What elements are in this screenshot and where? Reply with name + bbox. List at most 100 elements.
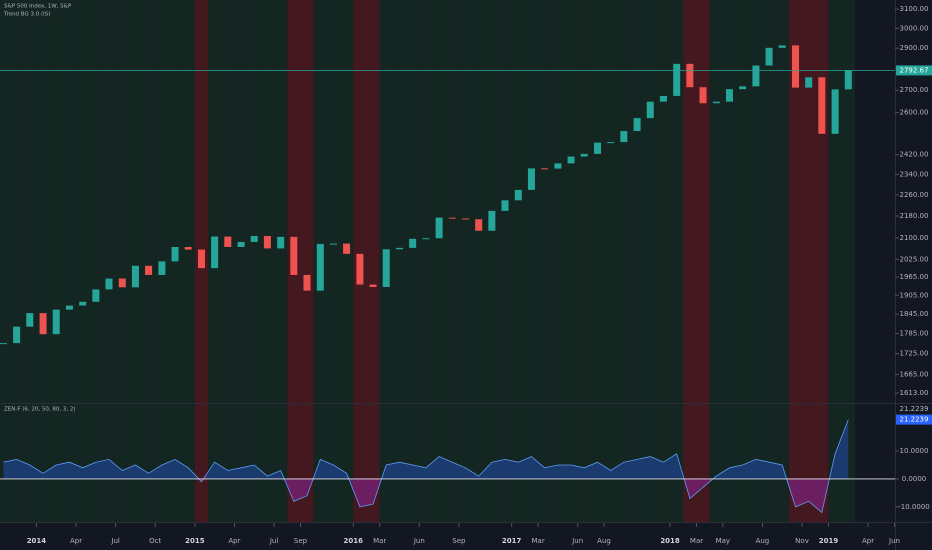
x-tick-label: Apr [70,537,82,545]
x-tick-label: Jun [413,537,425,545]
y-tick-label: 1905.00 [900,291,929,299]
candle [92,289,100,302]
trend-band [670,0,684,522]
candle [554,163,562,169]
candle [343,243,351,254]
trend-band [656,0,670,522]
candle [673,63,681,96]
y-tick-label: 2260.00 [900,191,929,199]
candle [316,243,324,291]
candle [659,95,667,102]
trend-band [577,0,591,522]
y-tick-label: -10.0000 [898,503,929,511]
y-tick-label: 1725.00 [900,350,929,358]
candle [197,249,205,269]
candle [329,243,337,245]
trend-band [458,0,472,522]
oscillator-title: ZEN-F (6, 20, 50, 80, 3, 2) [4,407,76,413]
trend-band [524,0,539,522]
trend-band [696,0,710,522]
candle [65,305,73,310]
trend-band [23,0,37,522]
candle [356,253,364,285]
candle [26,313,34,327]
last-price-label: 2792.67 [900,66,929,74]
last-value-box-label: 21.2239 [900,416,929,424]
trend-band [472,0,486,522]
y-tick-label: 2700.00 [900,86,929,94]
x-tick-label: Sep [452,537,466,545]
x-tick-label: 2017 [502,537,522,545]
y-tick-label: 2600.00 [900,108,929,116]
candle [541,168,549,170]
trend-band [89,0,103,522]
candle [105,278,113,290]
candle [422,238,430,240]
candle [79,301,87,306]
y-tick-label: 2420.00 [900,151,929,159]
candle [765,47,773,66]
trend-band [181,0,195,522]
x-tick-label: Apr [862,537,874,545]
y-tick-label: 1845.00 [900,310,929,318]
candle [52,309,60,335]
y-tick-label: 2025.00 [900,255,929,263]
candle [567,156,575,164]
candle [620,131,628,143]
last-value-box [896,414,932,425]
x-tick-label: Mar [531,537,544,545]
trend-band [722,0,737,522]
candle [831,89,839,134]
candle [369,284,377,287]
trend-band [617,0,631,522]
x-tick-label: 2016 [344,537,364,545]
x-tick-label: Mar [373,537,386,545]
trend-band [736,0,750,522]
trend-band [709,0,723,522]
trend-band [128,0,143,522]
candle [580,153,588,157]
symbol-title: S&P 500 Index, 1W, S&P [4,4,72,10]
y-tick-label: 2340.00 [900,170,929,178]
candle [607,142,615,144]
trend-band [115,0,129,522]
x-tick-label: 2014 [27,537,47,545]
trend-band [485,0,499,522]
trend-band [274,0,288,522]
x-tick-label: 2019 [819,537,839,545]
trend-band [326,0,341,522]
trend-band [10,0,24,522]
trend-band [76,0,90,522]
x-tick-label: Jul [269,537,279,545]
trend-band [788,0,803,522]
trend-band [630,0,644,522]
candle [13,326,21,344]
x-tick-label: Aug [597,537,611,545]
candle [409,238,417,248]
oscillator-line [3,419,849,514]
trend-band [0,0,11,522]
candle [752,65,760,87]
candle [686,63,694,88]
oscillator-pane [0,419,895,514]
candle [646,101,654,119]
candle [250,236,258,242]
candle [475,219,483,231]
candle [171,247,179,262]
candle [435,217,443,239]
trend-band [49,0,63,522]
x-tick-label: May [716,537,730,545]
trend-band [564,0,578,522]
candle [461,218,469,220]
candle [818,77,826,134]
trend-band [406,0,420,522]
candle [844,70,852,90]
candle [488,210,496,231]
price-pane [0,45,895,345]
y-tick-label: 2900.00 [900,44,929,52]
x-tick-label: Jul [110,537,120,545]
last-price-box [896,65,932,76]
trend-band [749,0,763,522]
candle [184,247,192,250]
